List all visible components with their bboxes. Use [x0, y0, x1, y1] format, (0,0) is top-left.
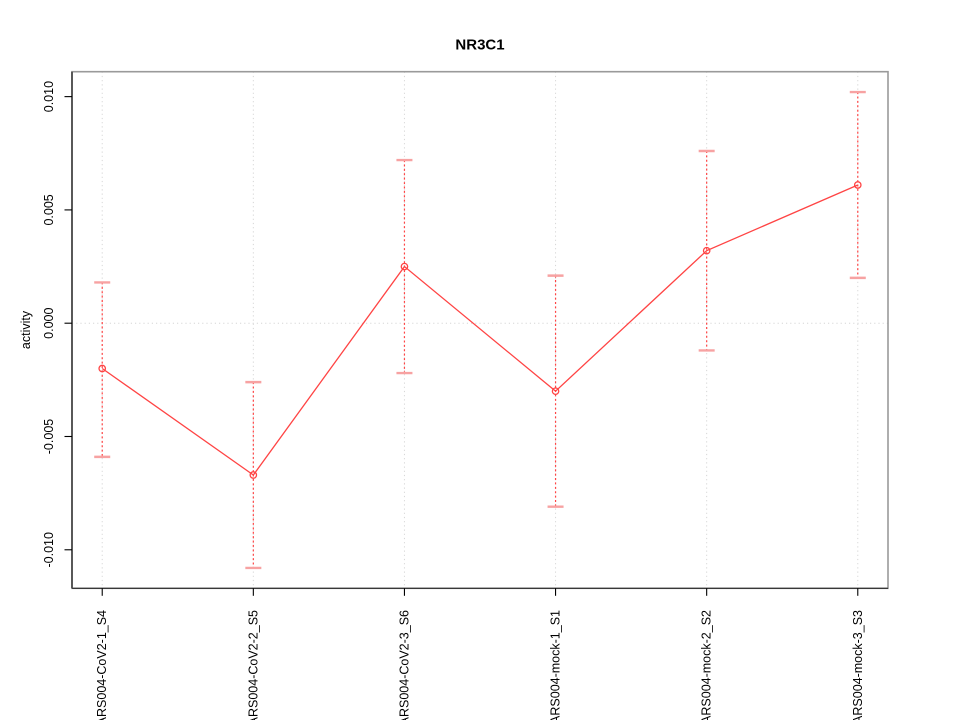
data-point — [551, 387, 560, 396]
y-tick-label: -0.010 — [42, 532, 56, 567]
y-tick-label: 0.010 — [42, 81, 56, 112]
x-tick-label: SARS004-mock-3_S3 — [851, 610, 865, 720]
y-tick-label: 0.005 — [42, 194, 56, 225]
x-tick-label: SARS004-CoV2-3_S6 — [397, 610, 411, 720]
plot-border — [71, 70, 889, 590]
data-point — [853, 181, 862, 189]
x-tick-label: SARS004-mock-1_S1 — [549, 610, 563, 720]
x-tick-label: SARS004-CoV2-2_S5 — [246, 610, 260, 720]
y-tick-label: -0.005 — [42, 419, 56, 454]
data-point — [702, 246, 711, 255]
chart-title: NR3C1 — [455, 36, 505, 54]
x-tick-label: SARS004-mock-2_S2 — [700, 610, 714, 720]
y-tick-label: 0.000 — [42, 308, 56, 339]
data-point — [98, 364, 107, 373]
series-line — [101, 184, 859, 476]
x-tick-label: SARS004-CoV2-1_S4 — [95, 610, 109, 720]
data-point — [400, 262, 409, 271]
data-point — [249, 471, 258, 479]
